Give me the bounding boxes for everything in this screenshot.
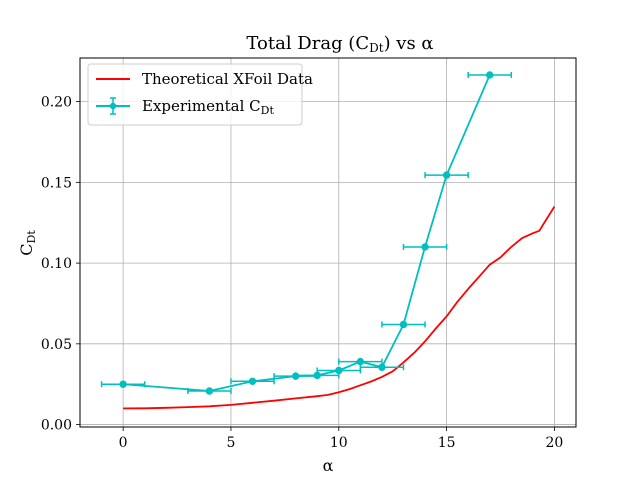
data-point bbox=[205, 387, 214, 395]
legend: Theoretical XFoil Data Experimental CDt bbox=[87, 63, 313, 126]
x-tick-label: 15 bbox=[438, 435, 456, 451]
data-point bbox=[486, 71, 494, 79]
y-axis-label: CDt bbox=[17, 230, 38, 256]
legend-label-theoretical: Theoretical XFoil Data bbox=[142, 70, 313, 88]
y-tick-label: 0.10 bbox=[41, 256, 72, 272]
data-point bbox=[442, 171, 451, 179]
series-line-theoretical bbox=[123, 206, 556, 410]
x-tick-label: 10 bbox=[330, 435, 348, 451]
grid bbox=[80, 58, 576, 427]
data-point bbox=[248, 377, 257, 385]
x-axis-label: α bbox=[323, 456, 334, 475]
series bbox=[100, 71, 556, 410]
data-point bbox=[399, 320, 408, 329]
y-tick-label: 0.15 bbox=[41, 175, 72, 191]
data-point bbox=[119, 380, 127, 388]
y-tick-label: 0.20 bbox=[41, 95, 72, 111]
legend-label-experimental: Experimental CDt bbox=[142, 97, 274, 117]
ticks: 0 5 10 15 20 0.00 0.05 0.10 0.15 0.20 bbox=[41, 95, 564, 451]
plot-frame bbox=[79, 57, 577, 428]
data-point bbox=[356, 357, 365, 366]
legend-swatch-experimental bbox=[96, 97, 130, 115]
legend-swatch-marker bbox=[109, 102, 117, 110]
x-tick-label: 0 bbox=[119, 435, 128, 451]
y-tick-label: 0.05 bbox=[41, 337, 72, 353]
data-point bbox=[421, 243, 429, 251]
data-point bbox=[378, 363, 386, 371]
y-tick-label: 0.00 bbox=[41, 418, 72, 434]
chart-title: Total Drag (CDt) vs α bbox=[246, 33, 433, 55]
x-tick-label: 5 bbox=[226, 435, 235, 451]
legend-box bbox=[87, 63, 303, 126]
series-line-experimental bbox=[123, 74, 491, 392]
x-tick-label: 20 bbox=[546, 435, 564, 451]
data-point bbox=[335, 366, 343, 375]
